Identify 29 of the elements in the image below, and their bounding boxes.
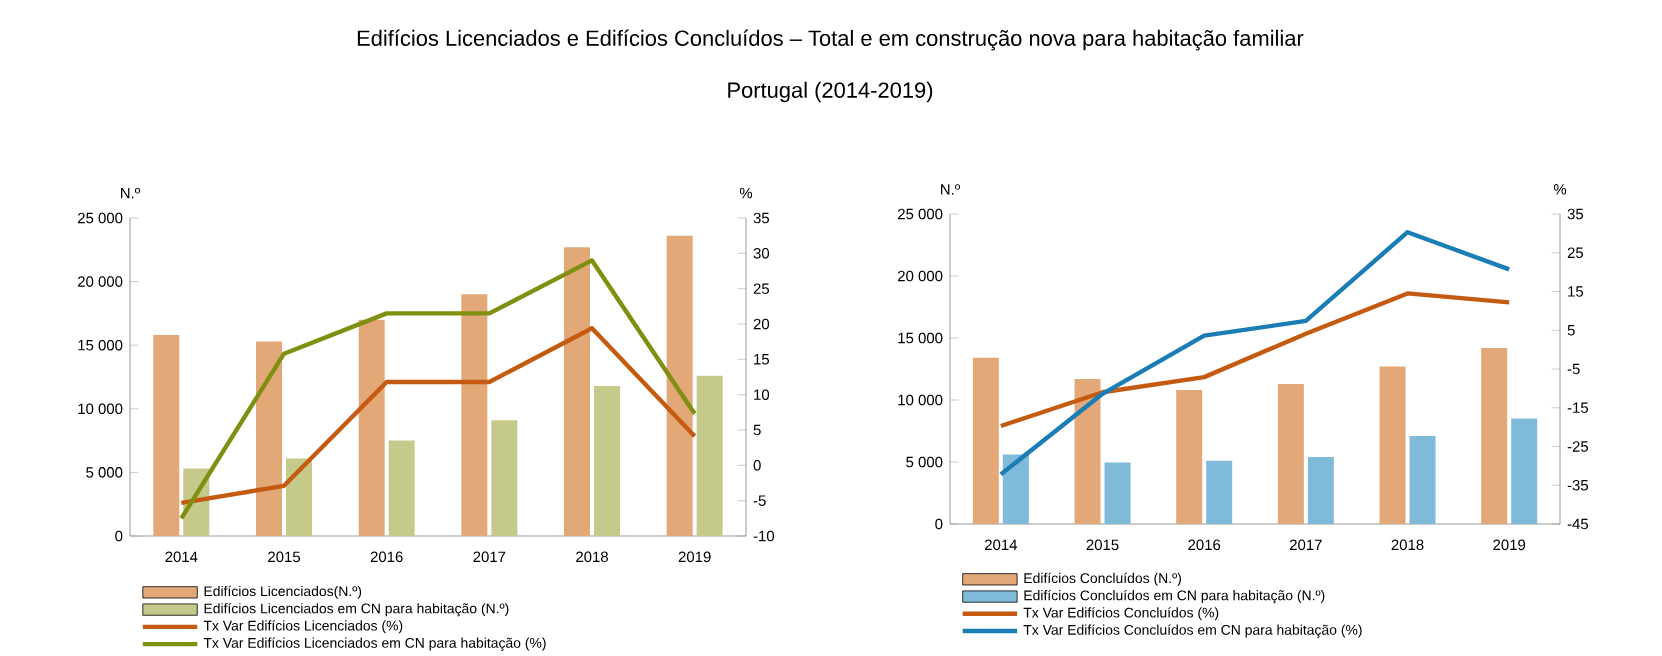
bar [1481,347,1508,524]
line-series [998,230,1512,477]
bar [491,420,518,536]
bar [972,357,999,524]
bar [666,235,693,536]
bar [1074,378,1101,524]
bar [461,294,488,536]
bar [153,335,180,536]
line-series [998,291,1512,429]
text: Portugal (2014-2019) [728,81,933,103]
bar [256,341,283,536]
bar [388,440,415,536]
bar [564,247,591,536]
bar [1379,366,1406,524]
bar [1511,418,1538,524]
line-series [179,326,697,505]
bar [1409,435,1436,524]
line-series [179,258,697,521]
bar [1206,460,1233,524]
bar [1104,462,1131,524]
bar [593,385,620,536]
bar [1002,454,1029,524]
bar [696,375,723,536]
bar [1176,390,1203,524]
text: Edifícios Licenciados e Edifícios Concluídos – Total e em construção nova para habitação familiar [357,29,1304,51]
bar [286,458,312,536]
bar [1277,383,1304,524]
bar [1307,457,1334,524]
bar [358,319,385,536]
